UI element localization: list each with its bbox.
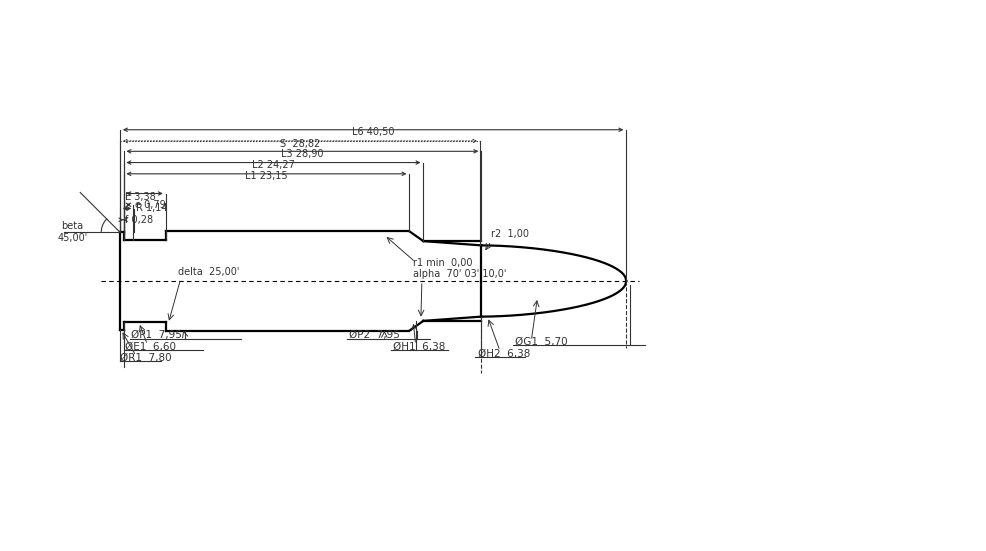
Text: beta
45,00': beta 45,00'	[57, 222, 88, 243]
Text: e 0,79: e 0,79	[135, 200, 166, 210]
Text: ØH2  6,38: ØH2 6,38	[477, 349, 529, 359]
Text: r2  1,00: r2 1,00	[491, 229, 528, 239]
Text: ØP2  7,95: ØP2 7,95	[349, 331, 400, 341]
Text: ØE1  6,60: ØE1 6,60	[124, 342, 176, 352]
Text: ØG1  5,70: ØG1 5,70	[515, 337, 567, 347]
Text: ØP1  7,95: ØP1 7,95	[131, 331, 181, 341]
Text: ØH1  6,38: ØH1 6,38	[392, 342, 445, 352]
Text: L3 28,90: L3 28,90	[281, 149, 323, 159]
Text: f 0,28: f 0,28	[125, 215, 154, 225]
Text: delta  25,00': delta 25,00'	[178, 267, 240, 277]
Text: E 3,38: E 3,38	[125, 192, 156, 202]
Text: L1 23,15: L1 23,15	[245, 171, 288, 181]
Text: ØR1  7,80: ØR1 7,80	[120, 353, 172, 363]
Text: L6 40,50: L6 40,50	[352, 127, 394, 137]
Text: L2 24,27: L2 24,27	[251, 160, 295, 170]
Text: R 1,14: R 1,14	[136, 203, 168, 213]
Text: S  28,82: S 28,82	[280, 138, 319, 149]
Text: r1 min  0,00: r1 min 0,00	[413, 258, 472, 268]
Text: alpha  70' 03' 10,0': alpha 70' 03' 10,0'	[413, 269, 506, 279]
